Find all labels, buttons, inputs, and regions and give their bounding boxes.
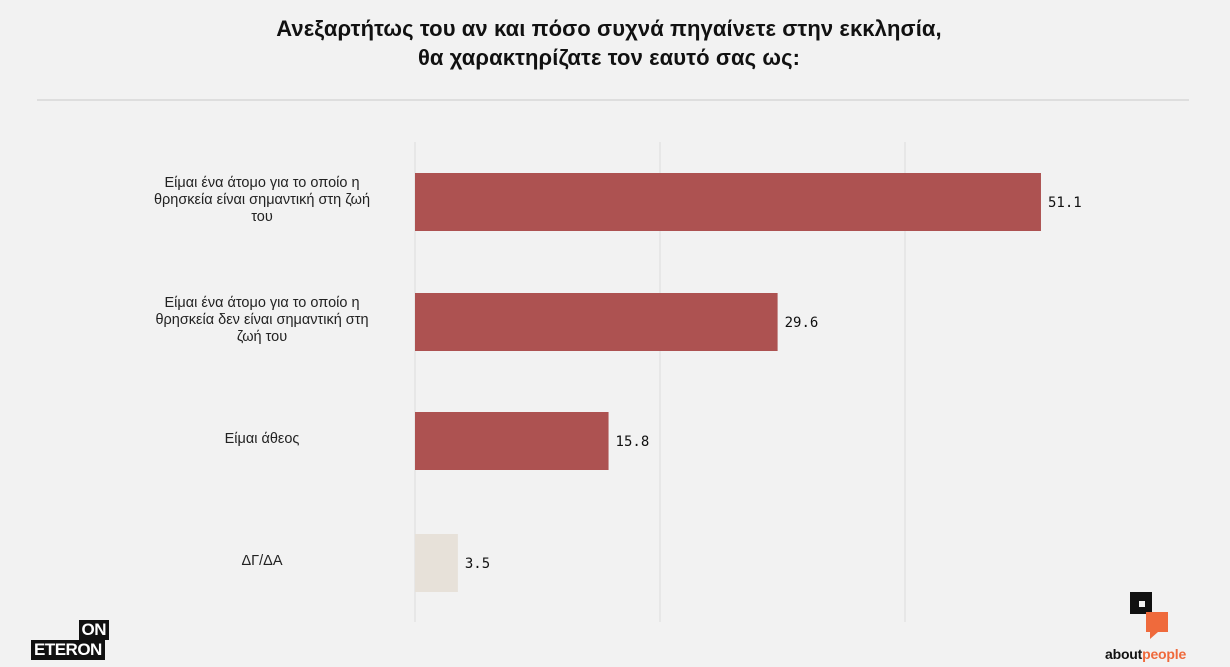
wordmark-about: about [1105,646,1143,662]
chart-title: Ανεξαρτήτως του αν και πόσο συχνά πηγαίν… [0,14,1218,72]
aboutpeople-wordmark: aboutpeople [1105,646,1186,662]
category-label-3: ΔΓ/ΔΑ [127,553,397,570]
category-label-3-line-0: ΔΓ/ΔΑ [241,552,283,569]
bar-3 [415,534,458,592]
value-label-0: 51.1 [1048,195,1082,211]
category-label-2: Είμαι άθεος [127,431,397,448]
category-label-1-line-1: θρησκεία δεν είναι σημαντική στη [155,311,369,328]
aboutpeople-logo: aboutpeople [1100,590,1200,662]
bar-2 [415,412,609,470]
chart-title-line-1: Ανεξαρτήτως του αν και πόσο συχνά πηγαίν… [276,16,942,41]
value-label-1: 29.6 [785,315,819,331]
category-label-0: Είμαι ένα άτομο για το οποίο η θρησκεία ε… [127,175,397,226]
bar-0 [415,173,1041,231]
wordmark-people: people [1142,646,1187,662]
value-label-3: 3.5 [465,556,490,572]
logo-on-text: ON [78,620,109,640]
aboutpeople-logo-icon [1130,592,1168,639]
category-label-1-line-2: ζωή του [236,328,288,345]
category-label-0-line-2: του [251,208,273,225]
logo-eteron-text: ETERON [31,640,105,660]
category-label-0-line-1: θρησκεία είναι σημαντική στη ζωή [153,191,371,208]
category-label-1: Είμαι ένα άτομο για το οποίο η θρησκεία δ… [127,295,397,346]
title-divider [37,99,1189,101]
category-label-1-line-0: Είμαι ένα άτομο για το οποίο η [164,294,360,311]
category-label-0-line-0: Είμαι ένα άτομο για το οποίο η [164,174,360,191]
value-label-2: 15.8 [616,434,650,450]
on-eteron-logo: ON ETERON [31,620,109,660]
category-label-2-line-0: Είμαι άθεος [224,430,300,447]
bar-1 [415,293,778,351]
chart-title-line-2: θα χαρακτηρίζατε τον εαυτό σας ως: [417,45,801,70]
